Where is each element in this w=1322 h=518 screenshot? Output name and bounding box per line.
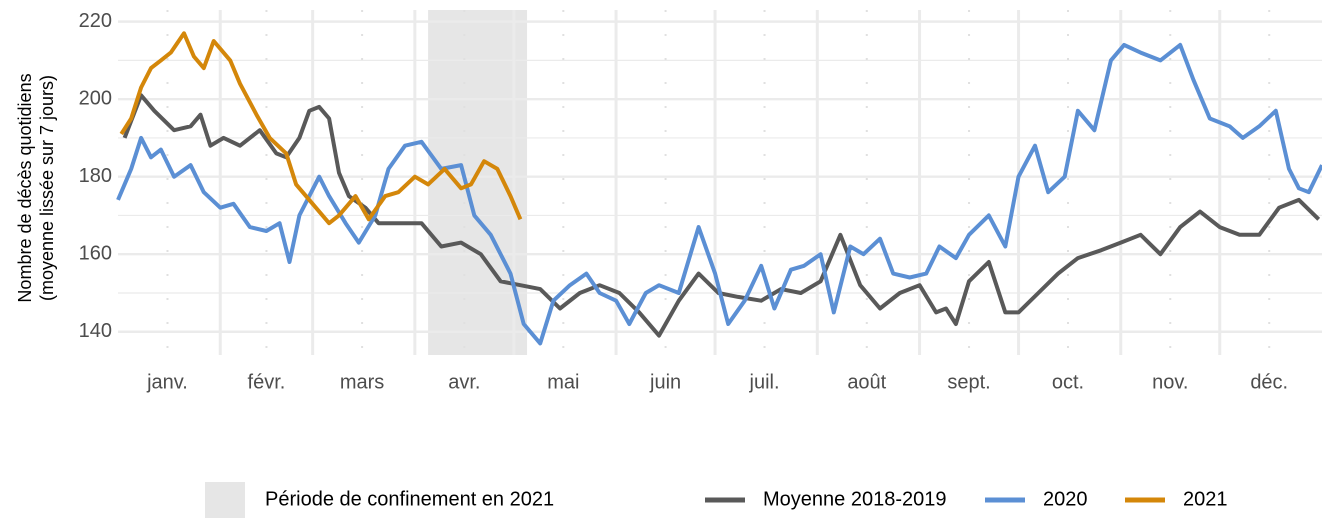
x-tick-label: juin	[649, 371, 681, 393]
y-axis-title-line: Nombre de décès quotidiens	[15, 73, 35, 302]
x-tick-label: juil.	[749, 371, 780, 393]
legend-label: 2021	[1183, 488, 1228, 510]
x-tick-label: sept.	[947, 371, 990, 393]
y-axis-title: Nombre de décès quotidiens (moyenne liss…	[15, 73, 57, 302]
series-line	[116, 42, 1322, 346]
x-tick-label: mai	[547, 371, 579, 393]
y-tick-label: 200	[79, 87, 112, 109]
series-line	[122, 93, 1321, 338]
y-tick-label: 180	[79, 165, 112, 187]
x-tick-label: oct.	[1052, 371, 1084, 393]
x-tick-label: nov.	[1152, 371, 1188, 393]
y-axis-title-line: (moyenne lissée sur 7 jours)	[37, 75, 57, 301]
y-tick-label: 140	[79, 320, 112, 342]
legend-swatch	[205, 482, 245, 518]
legend-label: 2020	[1043, 488, 1088, 510]
y-tick-label: 160	[79, 242, 112, 264]
x-tick-label: déc.	[1250, 371, 1288, 393]
x-tick-label: janv.	[146, 371, 188, 393]
series-line	[119, 31, 523, 226]
shade-region	[428, 10, 528, 355]
y-tick-label: 220	[79, 10, 112, 32]
x-tick-label: févr.	[248, 371, 286, 393]
x-tick-label: avr.	[448, 371, 480, 393]
x-tick-label: mars	[340, 371, 384, 393]
legend-label: Période de confinement en 2021	[265, 488, 554, 510]
x-tick-label: août	[847, 371, 886, 393]
legend-label: Moyenne 2018-2019	[763, 488, 946, 510]
